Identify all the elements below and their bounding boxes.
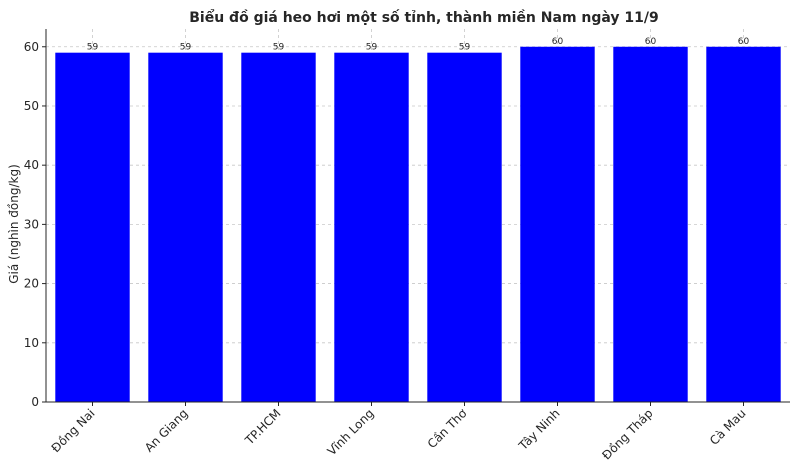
bar: [334, 52, 409, 402]
x-tick-label: Tây Ninh: [515, 406, 562, 453]
y-tick-label: 30: [24, 217, 39, 231]
bar-value-label: 60: [645, 37, 657, 47]
bar-value-label: 60: [738, 37, 750, 47]
axes: [45, 29, 790, 403]
y-tick-label: 40: [24, 158, 39, 172]
y-tick-label: 10: [24, 336, 39, 350]
y-tick-label: 20: [24, 277, 39, 291]
y-axis-label: Giá (nghìn đồng/kg): [7, 164, 21, 284]
bar: [241, 52, 316, 402]
x-tick-label: TP.HCM: [242, 406, 284, 448]
bar-value-label: 59: [459, 43, 471, 53]
x-tick-label: Đồng Nai: [49, 406, 98, 455]
y-tick-label: 60: [24, 40, 39, 54]
x-tick-label: Vĩnh Long: [325, 406, 377, 458]
bars: [55, 46, 781, 403]
chart-title: Biểu đồ giá heo hơi một số tỉnh, thành m…: [189, 9, 659, 26]
y-ticks: 0 10 20 30 40 50 60: [24, 40, 46, 409]
bar-value-label: 59: [273, 43, 285, 53]
x-tick-label: Cà Mau: [707, 406, 749, 448]
bar: [55, 52, 130, 402]
x-tick-label: An Giang: [142, 406, 191, 455]
y-tick-label: 0: [31, 395, 39, 409]
data-labels: 59 59 59 59 59 60 60 60: [87, 37, 750, 53]
bar: [706, 46, 781, 403]
bar: [148, 52, 223, 402]
y-tick-label: 50: [24, 99, 39, 113]
bar: [427, 52, 502, 402]
bar: [520, 46, 595, 403]
x-ticks: Đồng Nai An Giang TP.HCM Vĩnh Long Cần Thơ Tâ…: [49, 402, 749, 463]
bar-value-label: 59: [87, 43, 99, 53]
x-tick-label: Đồng Tháp: [599, 406, 655, 462]
bar: [613, 46, 688, 403]
bar-value-label: 60: [552, 37, 564, 47]
bar-value-label: 59: [180, 43, 192, 53]
x-tick-label: Cần Thơ: [425, 406, 470, 451]
bar-value-label: 59: [366, 43, 378, 53]
